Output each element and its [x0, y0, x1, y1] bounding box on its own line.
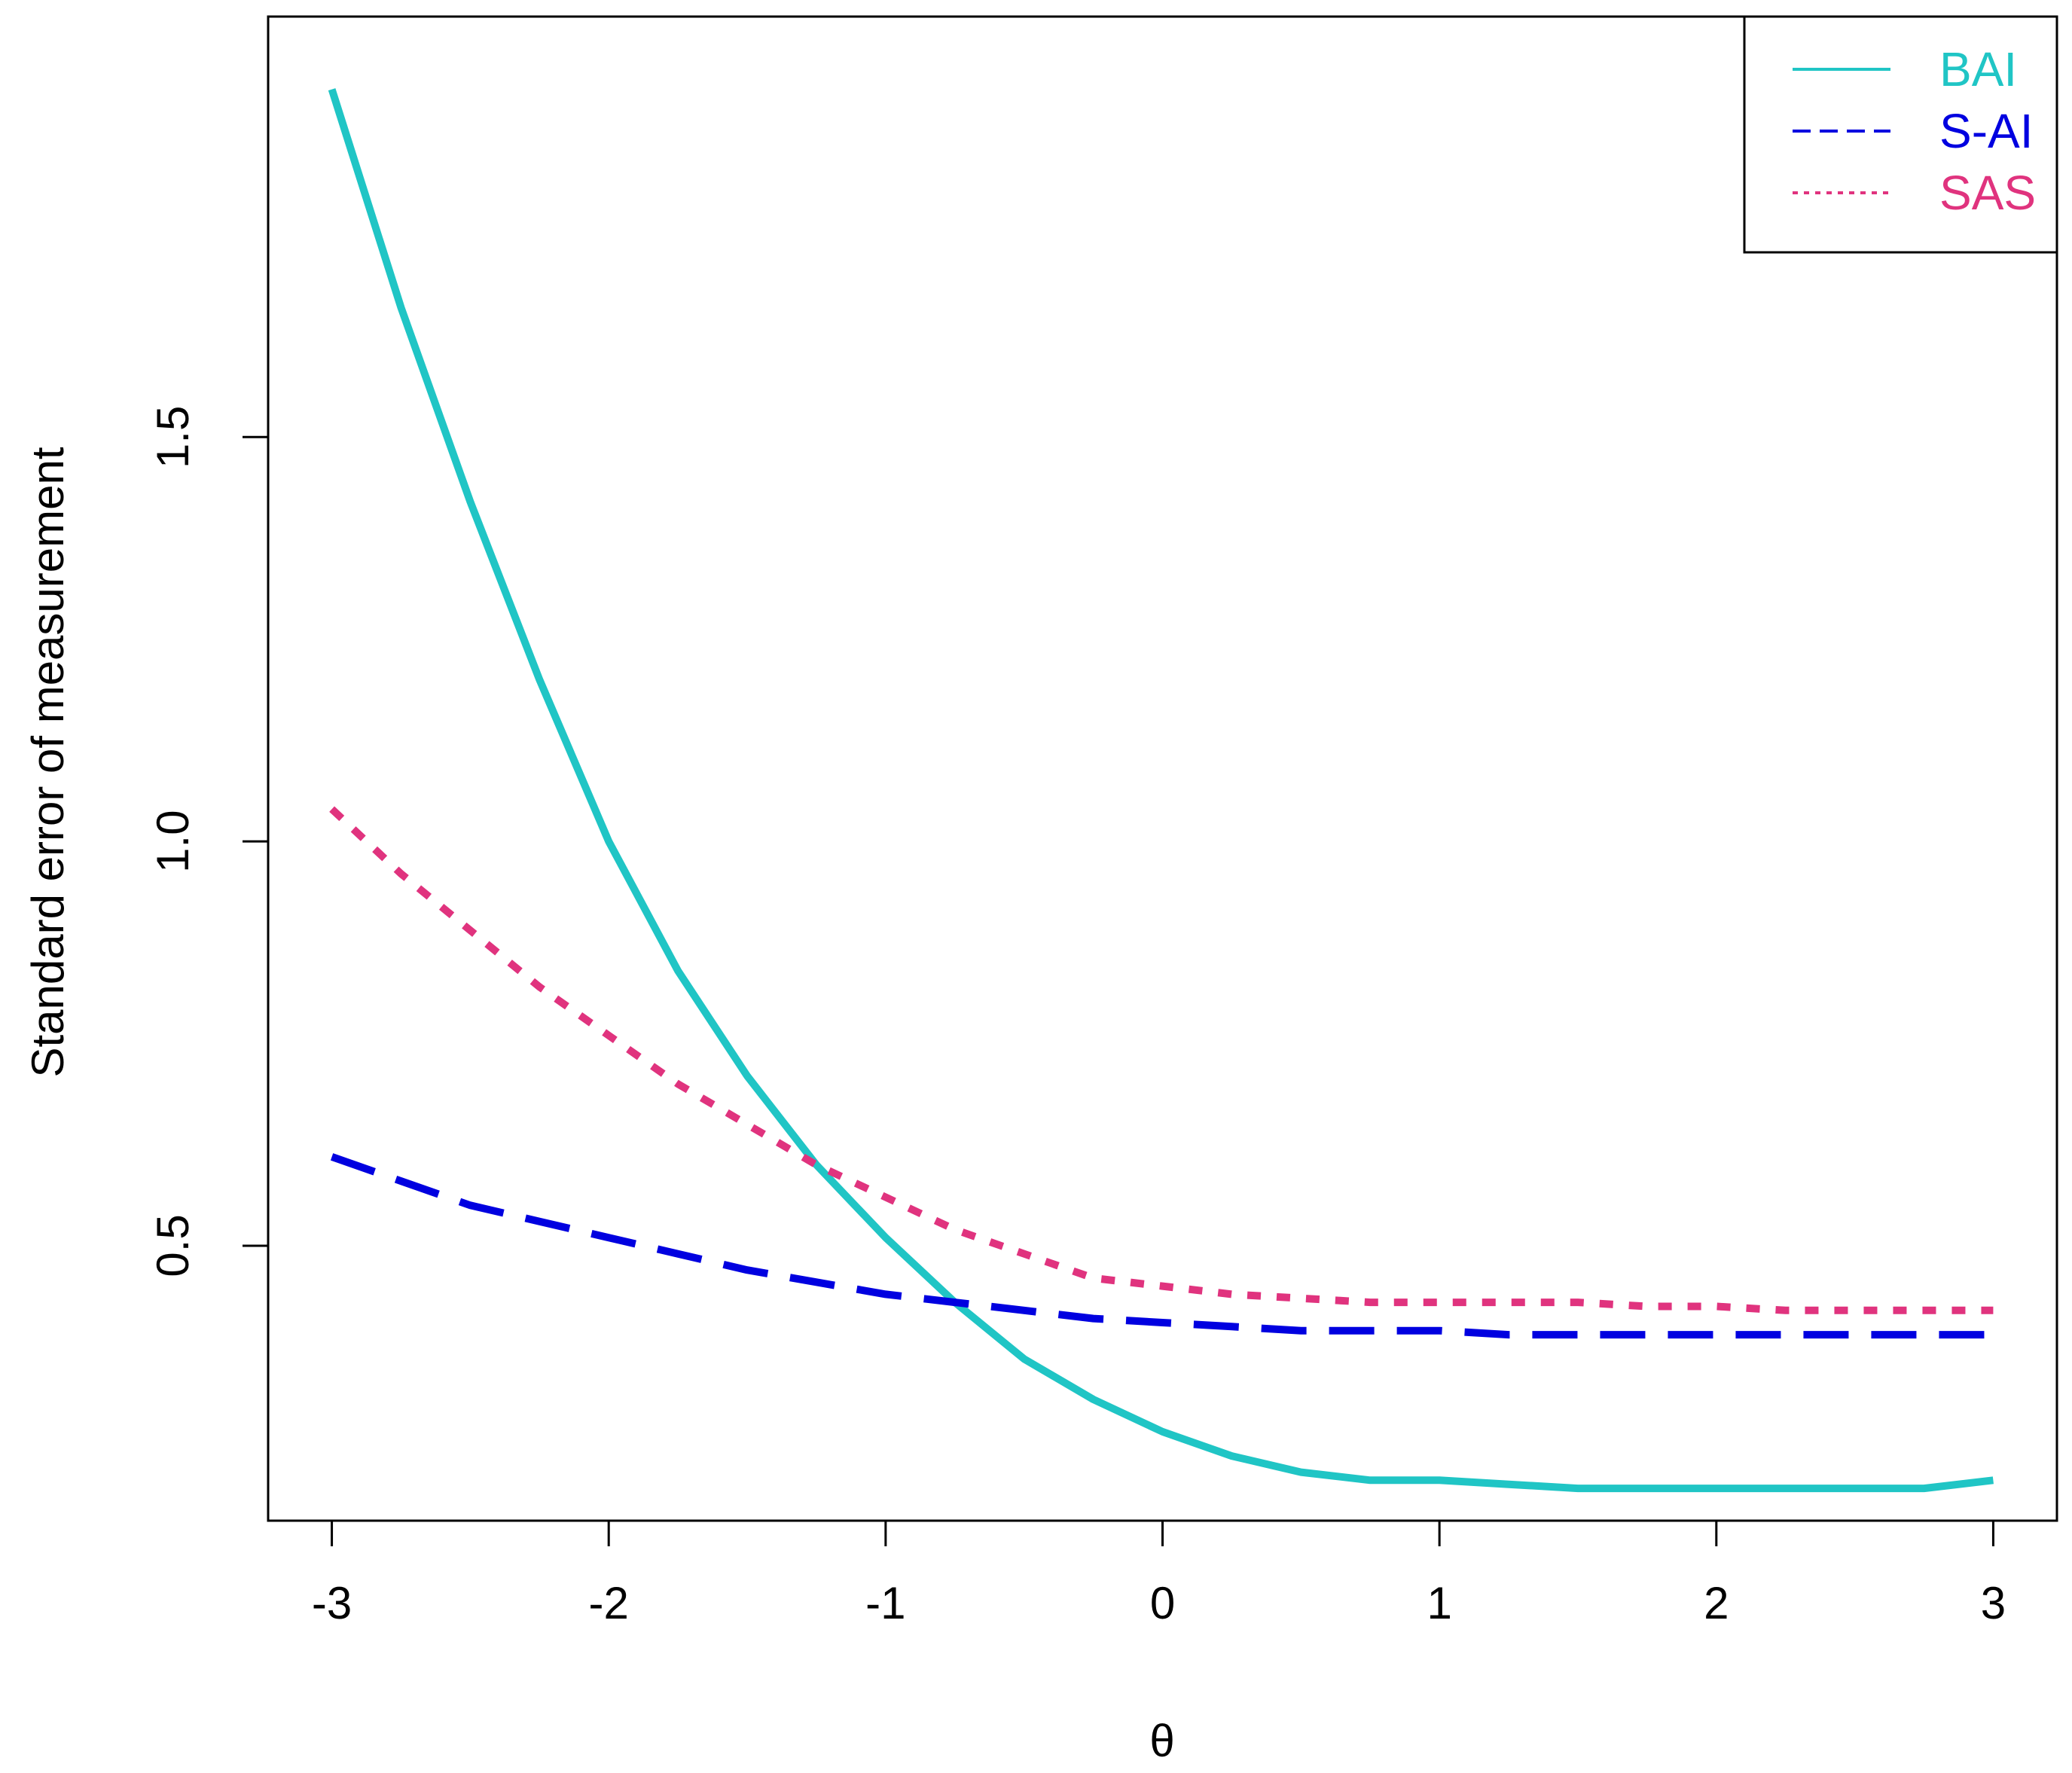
x-tick-label: -1 [865, 1578, 905, 1628]
series-line-sas [329, 806, 1994, 1314]
x-tick-label: 1 [1427, 1578, 1451, 1628]
y-tick-label: 1.0 [148, 810, 198, 872]
x-tick-label: -2 [589, 1578, 629, 1628]
legend-label-sas: SAS [1939, 166, 2036, 220]
y-tick-label: 1.5 [148, 406, 198, 468]
legend-label-bai: BAI [1939, 42, 2017, 96]
x-tick-label: -3 [312, 1578, 352, 1628]
x-axis: -3 -2 -1 0 1 2 3 [312, 1519, 2006, 1628]
y-axis: 0.5 1.0 1.5 [148, 406, 270, 1277]
y-tick-label: 0.5 [148, 1214, 198, 1277]
x-tick-label: 0 [1150, 1578, 1175, 1628]
x-tick-label: 2 [1704, 1578, 1729, 1628]
series-line-s-ai [330, 1153, 1994, 1339]
y-axis-title: Standard error of measurement [23, 447, 73, 1077]
legend-box [1743, 15, 2058, 254]
x-tick-label: 3 [1981, 1578, 2006, 1628]
x-axis-title: θ [1149, 1716, 1174, 1766]
series-line-bai [328, 88, 1994, 1493]
legend-label-s-ai: S-AI [1939, 104, 2033, 158]
legend: BAI S-AI SAS [1743, 15, 2058, 254]
series-layer [328, 88, 1994, 1493]
